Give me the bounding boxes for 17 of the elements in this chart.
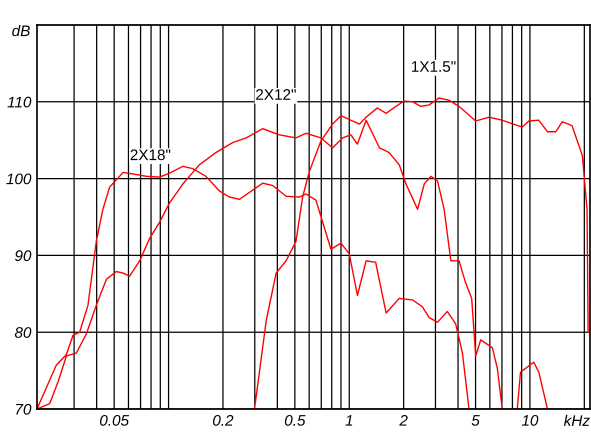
y-axis-title: dB [12, 25, 30, 36]
x-tick-label: 1 [345, 415, 352, 426]
y-tick-label: 110 [7, 96, 32, 108]
x-tick-label: 10 [522, 414, 538, 426]
y-tick-label: 90 [14, 250, 32, 262]
x-tick-label: 0.2 [213, 414, 234, 426]
y-tick-label: 70 [16, 404, 32, 415]
x-axis-title: kHz [564, 414, 590, 426]
x-tick-label: 2 [399, 414, 408, 426]
annotation: 1X1.5" [412, 61, 456, 72]
x-tick-label: 5 [472, 415, 480, 426]
x-tick-label: 0.05 [100, 414, 130, 426]
annotation: 2X12" [256, 89, 296, 100]
y-tick-label: 80 [14, 327, 32, 338]
x-tick-label: 0.5 [284, 414, 306, 426]
y-tick-label: 100 [6, 173, 32, 184]
annotation: 2X18" [130, 149, 170, 160]
